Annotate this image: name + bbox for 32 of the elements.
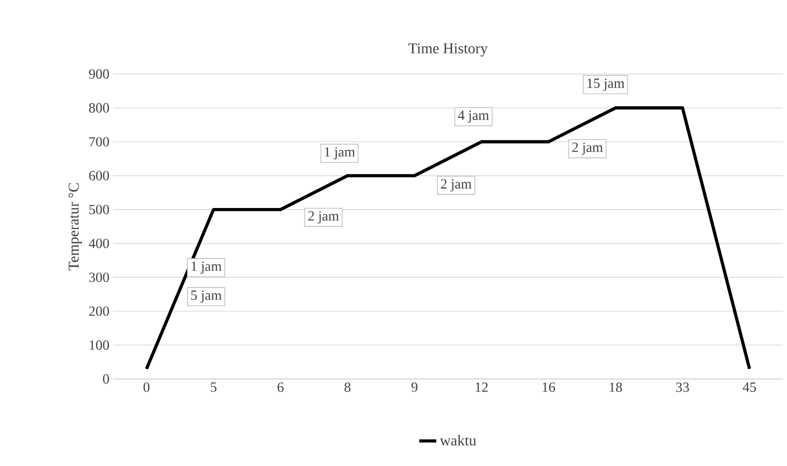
annotation: 1 jam <box>192 262 222 274</box>
y-tick-label: 900 <box>89 69 109 79</box>
line-series <box>144 106 752 370</box>
y-tick-label: 800 <box>89 103 109 113</box>
annotation: 1 jam <box>324 147 355 160</box>
y-tick-label: 600 <box>89 170 109 180</box>
y-tick-label: 200 <box>89 306 109 316</box>
y-tick-label: 0 <box>103 374 109 384</box>
y-axis-title: Temperatur °C <box>68 183 82 270</box>
y-tick-label: 100 <box>90 340 109 350</box>
y-tick-label: 300 <box>89 272 109 282</box>
x-tick-label: 45 <box>742 382 756 392</box>
annotation: 15 jam <box>588 78 624 91</box>
y-tick-label: 700 <box>89 137 109 146</box>
y-tick-label: 500 <box>89 204 109 214</box>
legend-label: waktu <box>440 435 476 446</box>
annotation: 2 jam <box>440 179 472 192</box>
chart-title: Time History <box>408 43 488 56</box>
x-tick-label: 33 <box>676 382 689 392</box>
x-tick-label: 18 <box>610 382 622 392</box>
annotation: 2 jam <box>572 142 603 155</box>
annotation: 2 jam <box>308 211 339 224</box>
x-tick-label: 16 <box>542 382 556 392</box>
x-tick-label: 0 <box>144 382 150 392</box>
x-tick-label: 5 <box>210 382 216 392</box>
x-tick-label: 6 <box>278 382 284 392</box>
annotation: 4 jam <box>458 110 489 123</box>
y-tick-label: 400 <box>88 238 109 248</box>
x-tick-label: 9 <box>411 382 418 392</box>
x-tick-label: 8 <box>344 382 350 392</box>
x-tick-label: 12 <box>476 382 488 392</box>
annotation: 5 jam <box>191 290 222 303</box>
